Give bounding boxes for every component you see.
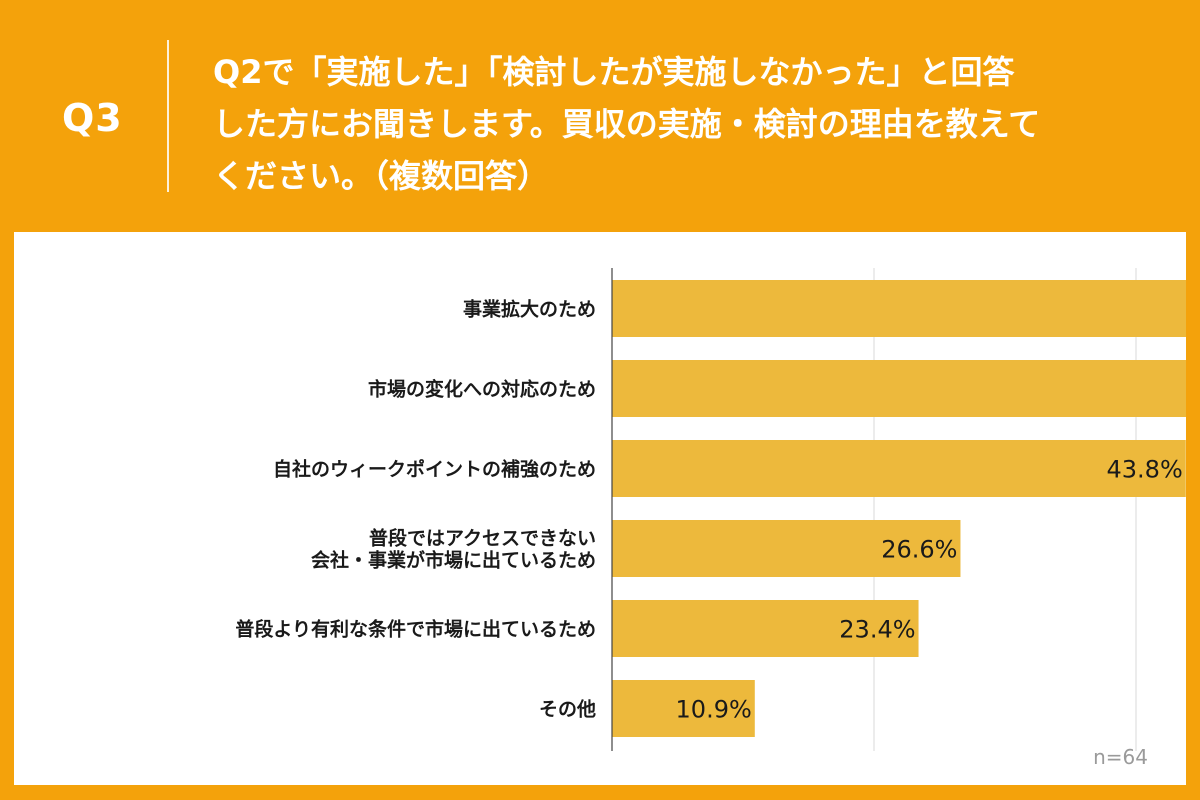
question-number: Q3 xyxy=(62,96,123,140)
bar xyxy=(612,280,1186,337)
category-label: 事業拡大のため xyxy=(463,298,596,321)
category-label: 普段より有利な条件で市場に出ているため xyxy=(235,618,596,641)
question-text: Q2で「実施した」「検討したが実施しなかった」と回答 した方にお聞きします。買収… xyxy=(213,53,1041,195)
bar xyxy=(612,520,961,577)
category-label: 市場の変化への対応のため xyxy=(368,378,596,401)
sample-size-note: n=64 xyxy=(1093,745,1148,769)
bar-value-label: 26.6% xyxy=(881,536,957,564)
bar xyxy=(612,600,919,657)
bar xyxy=(612,440,1186,497)
bar-chart: 60.9%事業拡大のため51.6%市場の変化への対応のため43.8%自社のウィー… xyxy=(235,268,1186,751)
bar xyxy=(612,360,1186,417)
category-label: その他 xyxy=(539,698,596,721)
header-divider xyxy=(167,40,169,192)
bar-value-label: 43.8% xyxy=(1107,456,1183,484)
bar-value-label: 10.9% xyxy=(676,696,752,724)
chart-panel: 60.9%事業拡大のため51.6%市場の変化への対応のため43.8%自社のウィー… xyxy=(14,232,1186,785)
category-label: 自社のウィークポイントの補強のため xyxy=(273,458,596,481)
bar xyxy=(612,680,755,737)
bar-value-label: 23.4% xyxy=(839,616,915,644)
category-label: 普段ではアクセスできない会社・事業が市場に出ているため xyxy=(311,527,596,572)
header: Q3 Q2で「実施した」「検討したが実施しなかった」と回答 した方にお聞きします… xyxy=(0,0,1200,232)
